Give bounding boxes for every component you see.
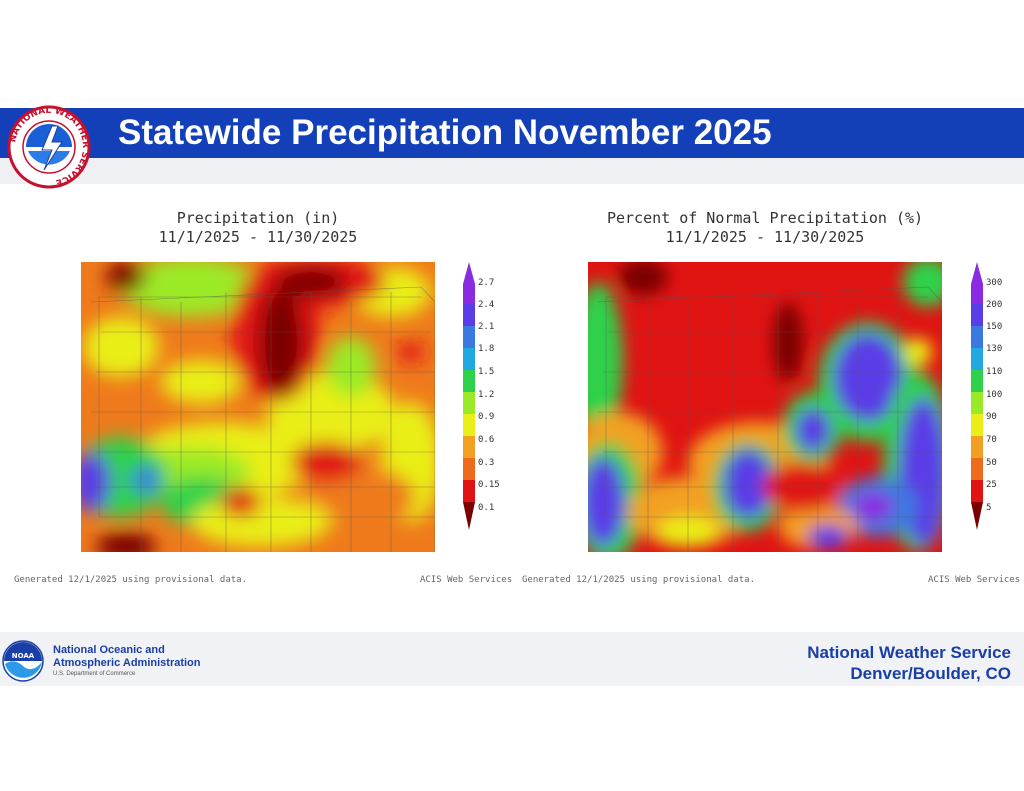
percent-legend-label: 150 [986,322,1003,332]
nws-office-line1: National Weather Service [807,643,1011,662]
percent-legend-swatch [971,480,983,502]
precip-legend-label: 2.7 [478,278,495,288]
map-date-percent: 11/1/2025 - 11/30/2025 [665,228,865,246]
percent-legend-label: 130 [986,344,1003,354]
precip-legend-label: 0.9 [478,412,495,422]
precip-legend-swatch [463,392,475,414]
percent-legend-swatch [971,284,983,304]
percent-legend-label: 200 [986,300,1003,310]
precip-legend-bar [463,262,475,530]
percent-of-normal-map [588,262,942,552]
percent-legend-swatch [971,458,983,480]
precip-legend-label: 0.3 [478,458,495,468]
precip-legend-bottom-arrow [463,502,475,530]
map-title-precip: Precipitation (in) [176,209,340,227]
precip-legend-swatch [463,436,475,458]
percent-source-note: ACIS Web Services [928,575,1021,585]
precip-legend-label: 1.8 [478,344,495,354]
percent-legend-swatch [971,414,983,436]
precip-legend-swatch [463,370,475,392]
precip-legend-swatch [463,304,475,326]
precip-legend-swatch [463,414,475,436]
noaa-logo: NOAA [2,640,44,682]
precip-legend-label: 0.1 [478,503,495,513]
precip-legend-label: 2.1 [478,322,495,332]
banner-strip [0,158,1024,184]
noaa-name-line1: National Oceanic and [53,644,165,656]
precip-legend-swatch [463,326,475,348]
precip-generated-note: Generated 12/1/2025 using provisional da… [14,575,247,585]
percent-legend-bar [971,262,983,530]
percent-legend-swatch [971,326,983,348]
percent-legend-label: 70 [986,435,997,445]
precip-legend-swatch [463,458,475,480]
noaa-department: U.S. Department of Commerce [53,671,136,677]
percent-legend-label: 25 [986,480,997,490]
nws-office-line2: Denver/Boulder, CO [850,664,1011,683]
precipitation-map [81,262,435,552]
percent-legend-label: 100 [986,390,1003,400]
percent-legend-label: 50 [986,458,997,468]
map-title-percent: Percent of Normal Precipitation (%) [606,209,924,227]
title-banner [0,108,1024,158]
precip-legend-label: 1.5 [478,367,495,377]
precip-legend-label: 0.6 [478,435,495,445]
precip-legend-swatch [463,348,475,370]
percent-legend-swatch [971,304,983,326]
noaa-logo-text: NOAA [12,652,35,660]
precip-legend-swatch [463,480,475,502]
noaa-name: National Oceanic and Atmospheric Adminis… [53,644,201,670]
map-date-precip: 11/1/2025 - 11/30/2025 [158,228,358,246]
percent-legend-top-arrow [971,262,983,284]
precip-legend-top-arrow [463,262,475,284]
precip-legend-label: 0.15 [478,480,500,490]
footer-bar [0,632,1024,686]
precip-legend-label: 1.2 [478,390,495,400]
percent-legend-label: 90 [986,412,997,422]
percent-legend-label: 5 [986,503,992,513]
nws-logo: NATIONAL WEATHER SERVICE [7,105,91,189]
percent-generated-note: Generated 12/1/2025 using provisional da… [522,575,755,585]
noaa-name-line2: Atmospheric Administration [53,657,201,669]
percent-legend-bottom-arrow [971,502,983,530]
percent-legend-label: 300 [986,278,1003,288]
nws-office: National Weather Service Denver/Boulder,… [807,642,1011,684]
percent-legend-swatch [971,436,983,458]
precip-legend-label: 2.4 [478,300,495,310]
percent-legend-label: 110 [986,367,1003,377]
precip-legend-swatch [463,284,475,304]
percent-legend-swatch [971,370,983,392]
precip-source-note: ACIS Web Services [420,575,513,585]
page-title: Statewide Precipitation November 2025 [118,113,772,152]
percent-legend-swatch [971,348,983,370]
percent-legend-swatch [971,392,983,414]
